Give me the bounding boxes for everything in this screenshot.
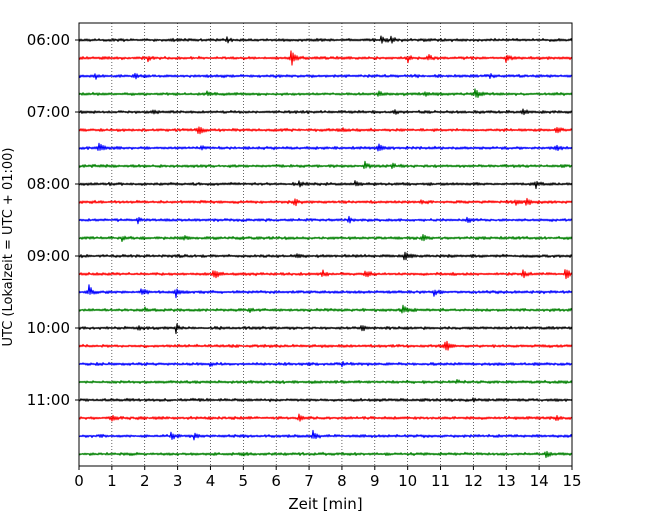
y-tick-label-0800: 08:00 (27, 175, 70, 193)
x-tick-label-7: 7 (304, 472, 314, 490)
trace-1115 (78, 413, 573, 422)
x-tick-label-11: 11 (431, 472, 450, 490)
x-tick-label-4: 4 (206, 472, 216, 490)
x-tick-label-3: 3 (173, 472, 183, 490)
plot-frame (78, 22, 573, 467)
trace-1030 (78, 361, 573, 368)
trace-0815 (78, 197, 573, 207)
x-tick-label-2: 2 (140, 472, 150, 490)
trace-layer (78, 35, 573, 459)
trace-0930 (78, 284, 573, 299)
x-tick-label-14: 14 (530, 472, 549, 490)
trace-0745 (78, 160, 573, 170)
trace-1100 (78, 397, 573, 403)
y-tick-label-0600: 06:00 (27, 31, 70, 49)
trace-0830 (78, 215, 573, 225)
x-tick-label-13: 13 (497, 472, 516, 490)
trace-0900 (78, 251, 573, 261)
x-tick-label-1: 1 (107, 472, 117, 490)
trace-0800 (78, 180, 573, 190)
x-tick-label-5: 5 (239, 472, 249, 490)
y-tick-label-0900: 09:00 (27, 247, 70, 265)
trace-0730 (78, 142, 573, 152)
x-tick-label-12: 12 (464, 472, 483, 490)
trace-0845 (78, 234, 573, 243)
y-tick-label-0700: 07:00 (27, 103, 70, 121)
trace-0645 (78, 88, 573, 98)
x-tick-label-10: 10 (398, 472, 417, 490)
trace-0630 (78, 72, 573, 80)
y-tick-label-1000: 10:00 (27, 319, 70, 337)
grid-lines (111, 23, 540, 466)
x-axis: 0 1 2 3 4 5 6 7 8 9 10 11 12 13 14 15 (74, 466, 582, 490)
x-tick-label-6: 6 (271, 472, 281, 490)
trace-0700 (78, 108, 573, 116)
x-tick-label-8: 8 (337, 472, 347, 490)
trace-0945 (78, 304, 573, 314)
x-tick-label-15: 15 (562, 472, 581, 490)
x-tick-label-0: 0 (74, 472, 84, 490)
x-axis-label: Zeit [min] (288, 495, 362, 513)
trace-0600 (78, 35, 573, 44)
y-axis: 06:00 07:00 08:00 09:00 10:00 11:00 (27, 31, 79, 409)
trace-0615 (78, 50, 573, 66)
y-axis-label: UTC (Lokalzeit = UTC + 01:00) (1, 148, 16, 347)
trace-1000 (78, 323, 573, 335)
trace-1130 (78, 429, 573, 441)
trace-1015 (78, 340, 573, 351)
trace-0915 (78, 269, 573, 280)
trace-0715 (78, 126, 573, 135)
trace-1145 (78, 450, 573, 459)
trace-1045 (78, 378, 573, 385)
x-tick-label-9: 9 (370, 472, 380, 490)
y-tick-label-1100: 11:00 (27, 391, 70, 409)
